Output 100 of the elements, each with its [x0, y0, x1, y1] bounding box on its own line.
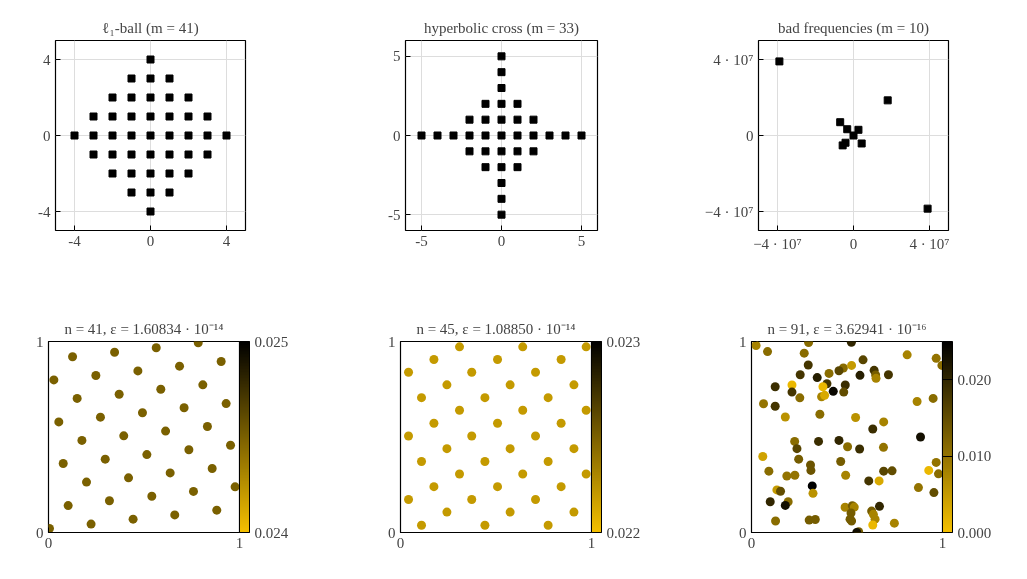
point — [497, 163, 506, 172]
point — [529, 147, 538, 156]
point — [226, 440, 236, 450]
y-tick-label: 4 · 10⁷ — [713, 51, 754, 68]
point — [497, 68, 506, 77]
point — [127, 93, 136, 102]
point — [543, 520, 553, 530]
point — [127, 188, 136, 197]
x-tick-label: -5 — [415, 232, 428, 249]
point — [497, 210, 506, 219]
point — [89, 112, 98, 121]
point — [531, 367, 541, 377]
point — [429, 418, 439, 428]
point — [493, 482, 503, 492]
point — [137, 408, 147, 418]
point — [184, 445, 194, 455]
point — [449, 131, 458, 140]
y-tick-label: 5 — [393, 48, 401, 65]
point — [221, 399, 231, 409]
y-tick-label: 0 — [746, 127, 754, 144]
x-tick-label: 1 — [938, 534, 947, 551]
point — [127, 150, 136, 159]
point — [146, 150, 155, 159]
point — [480, 520, 490, 530]
x-tick-label: 1 — [587, 534, 596, 551]
point — [151, 343, 161, 353]
point — [198, 380, 208, 390]
point — [165, 131, 174, 140]
point — [465, 115, 474, 124]
x-tick-label: 0 — [497, 232, 506, 249]
point — [569, 507, 579, 517]
point — [127, 112, 136, 121]
point — [63, 501, 73, 511]
point — [175, 361, 185, 371]
point — [505, 380, 515, 390]
point — [581, 405, 591, 415]
point — [481, 131, 490, 140]
point — [72, 393, 82, 403]
point — [95, 412, 105, 422]
point — [556, 418, 566, 428]
point — [465, 147, 474, 156]
y-tick-label: −4 · 10⁷ — [704, 203, 754, 220]
point — [82, 477, 92, 487]
point — [58, 459, 68, 469]
point — [417, 456, 427, 466]
point — [455, 469, 465, 479]
point — [165, 112, 174, 121]
point — [165, 468, 175, 478]
point — [513, 131, 522, 140]
point — [404, 431, 414, 441]
point — [497, 131, 506, 140]
point — [142, 450, 152, 460]
color-bar-label: 0.022 — [606, 524, 641, 541]
point — [146, 112, 155, 121]
color-bar-label: 0.020 — [957, 371, 992, 388]
point — [77, 435, 87, 445]
x-tick-label: -4 — [68, 232, 82, 249]
point — [203, 131, 212, 140]
point — [505, 444, 515, 454]
point — [203, 150, 212, 159]
point — [165, 169, 174, 178]
point — [108, 169, 117, 178]
point — [556, 354, 566, 364]
point — [518, 469, 528, 479]
point — [184, 169, 193, 178]
color-bar-label: 0.023 — [606, 333, 641, 350]
point — [146, 169, 155, 178]
point — [581, 342, 591, 352]
point — [202, 422, 212, 431]
point — [481, 115, 490, 124]
point — [518, 342, 528, 352]
point — [230, 482, 240, 492]
point — [497, 52, 506, 61]
point — [184, 93, 193, 102]
x-tick-label: 4 — [222, 232, 231, 249]
point — [481, 147, 490, 156]
point — [849, 131, 858, 140]
point — [923, 204, 932, 213]
point — [493, 354, 503, 364]
x-tick-label: 4 · 10⁷ — [909, 235, 950, 252]
point — [497, 99, 506, 108]
point — [133, 366, 143, 376]
point — [417, 520, 427, 530]
point — [543, 393, 553, 403]
point — [569, 444, 579, 454]
point — [119, 431, 129, 441]
point — [493, 418, 503, 428]
point — [442, 380, 452, 390]
point — [70, 131, 79, 140]
color-bar-label: 0.024 — [254, 524, 289, 541]
point — [222, 131, 231, 140]
point — [165, 188, 174, 197]
point — [467, 431, 477, 441]
point — [531, 431, 541, 441]
point — [128, 514, 138, 524]
y-tick-label: 1 — [388, 333, 396, 350]
point — [212, 505, 222, 515]
point — [193, 341, 203, 348]
point — [455, 405, 465, 415]
point — [86, 519, 96, 529]
